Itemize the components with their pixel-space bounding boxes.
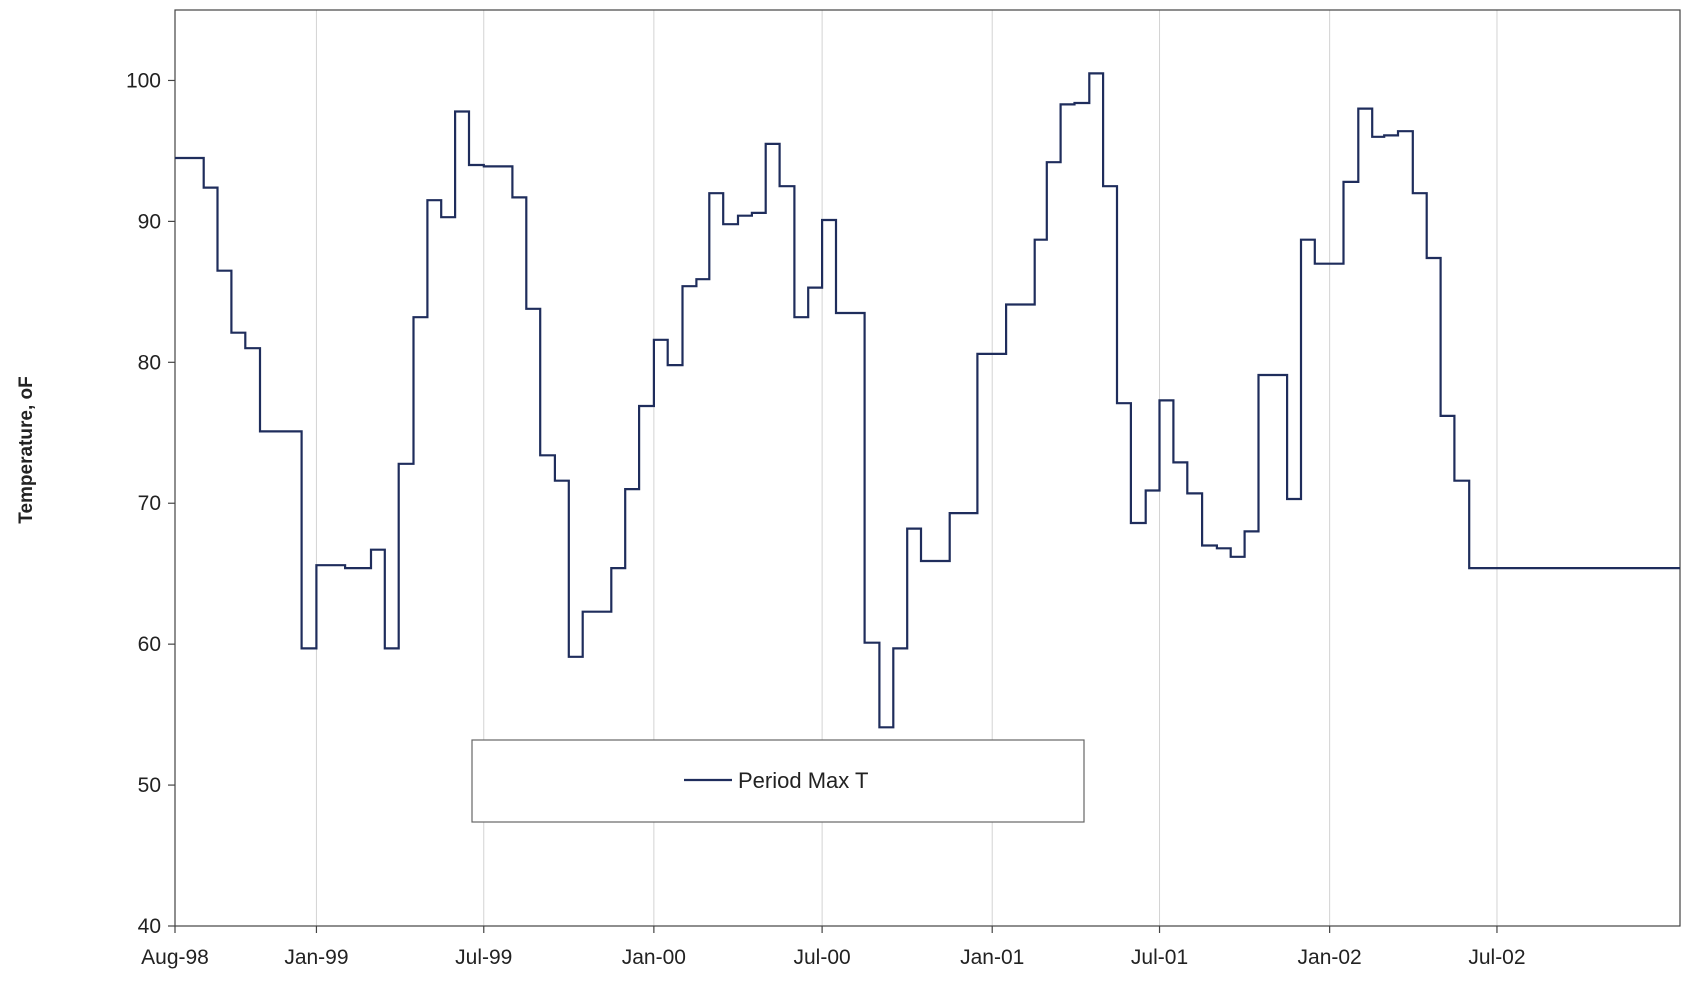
x-tick-label: Jan-99 bbox=[284, 946, 348, 969]
x-tick-label: Jan-00 bbox=[622, 946, 686, 969]
y-tick-label: 100 bbox=[126, 69, 161, 92]
y-tick-label: 50 bbox=[138, 774, 161, 797]
y-axis: 40 50 60 70 80 90 100 bbox=[126, 69, 175, 938]
x-tick-label: Jan-02 bbox=[1298, 946, 1362, 969]
y-tick-label: 60 bbox=[138, 633, 161, 656]
x-tick-label: Aug-98 bbox=[141, 946, 209, 969]
x-tick-label: Jul-00 bbox=[794, 946, 851, 969]
x-tick-label: Jul-02 bbox=[1468, 946, 1525, 969]
x-tick-label: Jan-01 bbox=[960, 946, 1024, 969]
y-axis-title: Temperature, oF bbox=[16, 376, 37, 523]
y-tick-label: 70 bbox=[138, 492, 161, 515]
x-axis: Aug-98 Jan-99 Jul-99 Jan-00 Jul-00 Jan-01 Jul-… bbox=[141, 926, 1526, 969]
y-tick-label: 40 bbox=[138, 915, 161, 938]
legend-box bbox=[471, 739, 1085, 823]
legend: Period Max T bbox=[471, 739, 1085, 823]
series-layer bbox=[175, 72, 1680, 729]
y-tick-label: 80 bbox=[138, 351, 161, 374]
x-tick-label: Jul-01 bbox=[1131, 946, 1188, 969]
y-tick-label: 90 bbox=[138, 210, 161, 233]
series-line-period-max-t bbox=[175, 72, 1680, 729]
x-tick-label: Jul-99 bbox=[455, 946, 512, 969]
plot-area-border bbox=[174, 9, 1681, 927]
legend-label-period-max-t: Period Max T bbox=[738, 768, 868, 793]
